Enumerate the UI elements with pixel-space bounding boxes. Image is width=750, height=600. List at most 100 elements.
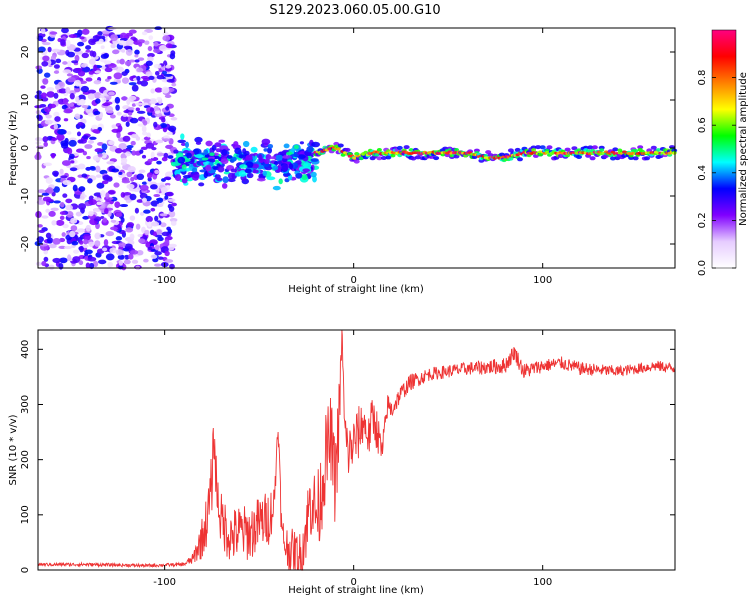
x-tick-label: 100 [533,577,552,588]
heatmap-cell [165,106,170,111]
heatmap-cell [59,201,65,208]
heatmap-cell [78,260,84,266]
heatmap-cell [337,143,344,148]
heatmap-cell [174,174,182,181]
heatmap-cell [390,153,396,158]
heatmap-cell [79,245,84,253]
heatmap-cell [221,183,228,189]
heatmap-cell [37,224,43,228]
heatmap-cell [108,140,115,146]
heatmap-cell [85,262,91,269]
y-tick-label: 300 [20,395,31,414]
heatmap-cell [42,55,50,62]
heatmap-cell [101,143,108,151]
heatmap-cell [75,95,80,103]
heatmap-cell [166,131,173,135]
heatmap-cell [177,139,187,144]
heatmap-cell [165,64,172,69]
heatmap-cell [167,155,174,159]
heatmap-cell [284,178,290,183]
y-tick-label: 20 [20,46,31,59]
heatmap-cell [101,97,107,103]
snr-ylabel: SNR (10 * v/v) [8,414,19,485]
heatmap-cell [98,38,104,44]
heatmap-cell [194,136,203,143]
heatmap-cell [57,129,66,135]
heatmap-cell [76,131,82,137]
heatmap-cell [41,215,49,219]
heatmap-cell [125,48,133,56]
heatmap-cell [109,81,118,85]
heatmap-cell [209,152,215,157]
heatmap-cell [233,141,239,146]
heatmap-cell [288,163,294,170]
heatmap-cell [129,193,137,201]
heatmap-cell [107,91,115,96]
heatmap-cell [142,98,151,103]
heatmap-cell [69,153,75,159]
heatmap-cell [168,125,177,132]
heatmap-cell [52,257,62,263]
heatmap-cell [285,151,293,156]
heatmap-cell [37,46,46,53]
heatmap-cell [576,155,582,159]
heatmap-cell [102,217,108,223]
heatmap-cell [222,176,229,184]
heatmap-cell [70,217,78,224]
heatmap-cell [230,168,237,173]
heatmap-cell [344,147,351,152]
heatmap-cell [165,171,174,178]
heatmap-cell [94,232,101,240]
heatmap-cell [126,98,131,106]
heatmap-cell [107,190,116,195]
heatmap-cell [127,106,135,111]
heatmap-cell [162,35,171,42]
heatmap-cell [168,210,176,218]
heatmap-cell [159,213,168,217]
heatmap-cell [156,152,166,156]
heatmap-cell [156,203,164,208]
heatmap-cell [166,78,175,83]
heatmap-cell [42,42,51,46]
heatmap-cell [219,145,229,151]
heatmap-cell [231,156,237,162]
heatmap-cell [83,238,89,245]
heatmap-cell [135,223,141,230]
heatmap-cell [149,99,158,105]
heatmap-cell [123,259,131,265]
heatmap-cell [138,41,143,47]
heatmap-cell [650,145,657,150]
heatmap-cell [150,254,158,259]
heatmap-cell [81,173,88,178]
heatmap-cell [301,174,308,180]
heatmap-cell [136,67,144,73]
heatmap-cell [141,181,148,185]
heatmap-cell [115,236,123,241]
heatmap-cell [88,58,96,65]
heatmap-cell [205,164,212,172]
heatmap-cell [633,149,639,153]
heatmap-cell [36,90,42,95]
heatmap-cell [66,147,73,155]
heatmap-cells [34,25,678,271]
heatmap-cell [69,167,78,172]
heatmap-cell [141,125,147,133]
heatmap-cell [101,180,109,185]
heatmap-cell [143,209,151,214]
heatmap-cell [104,67,113,73]
snr-frame [37,329,676,571]
heatmap-cell [153,105,160,112]
heatmap-cell [164,195,169,200]
heatmap-cell [376,156,383,161]
heatmap-cell [376,148,382,152]
heatmap-cell [159,44,168,52]
heatmap-cell [62,193,68,198]
heatmap-cell [45,232,52,239]
heatmap-cell [610,156,616,161]
heatmap-cell [290,153,300,157]
heatmap-cell [107,76,112,80]
heatmap-cell [637,145,644,150]
heatmap-cell [564,147,571,152]
heatmap-cell [353,159,360,164]
colorbar-tick-label: 0.0 [697,260,708,276]
